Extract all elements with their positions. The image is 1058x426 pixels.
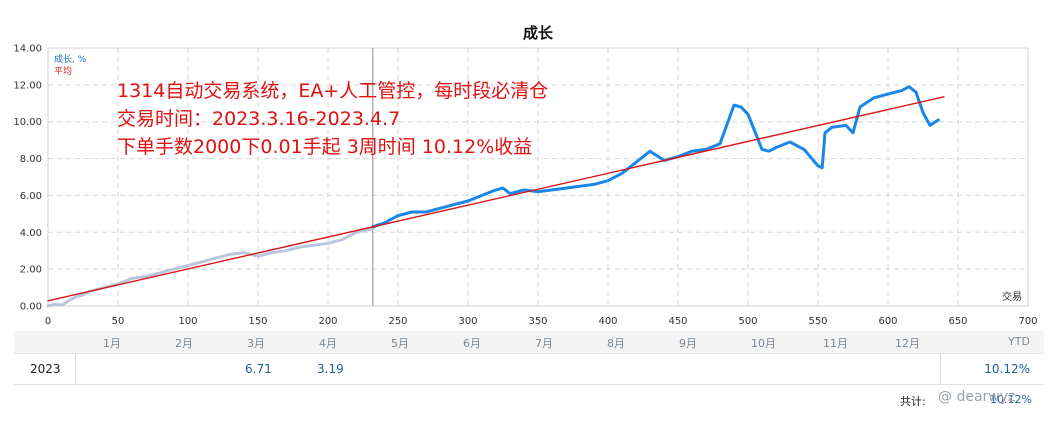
x-tick-label: 300 (458, 316, 477, 327)
month-header: 12月 (895, 337, 920, 350)
column-divider (75, 354, 76, 384)
column-divider (940, 354, 941, 384)
month-header: 10月 (751, 337, 776, 350)
month-value: 6.71 (245, 362, 272, 376)
month-header: 1月 (103, 337, 121, 350)
year-row-2023: 6.71 3.19 2023 10.12% (14, 354, 1044, 385)
total-value: 10.12% (990, 393, 1032, 406)
x-tick-label: 150 (248, 316, 267, 327)
x-tick-label: 200 (318, 316, 337, 327)
legend-entry: 平均 (54, 65, 72, 77)
y-tick-label: 8.00 (20, 154, 42, 165)
monthly-summary-table: 1月 2月 3月 4月 5月 6月 7月 8月 9月 10月 11月 12月 YTD 6.71 3.19 2… (0, 331, 1058, 426)
x-tick-label: 0 (45, 316, 51, 327)
ytd-header: YTD (1008, 335, 1030, 348)
x-axis-label: 交易 (1002, 290, 1022, 303)
x-tick-label: 350 (528, 316, 547, 327)
growth-chart: 成长 0.00 2.00 4.00 6.00 8.00 10.00 12.00 14.00 0 50… (13, 24, 1037, 327)
series-line-1 (371, 85, 940, 229)
annotation-text: 1314自动交易系统，EA+人工管控，每时段必清仓 (117, 80, 548, 102)
x-tick-label: 400 (598, 316, 617, 327)
annotation-text: 交易时间：2023.3.16-2023.4.7 (117, 108, 400, 130)
month-header: 4月 (319, 337, 337, 350)
month-header: 9月 (679, 337, 697, 350)
month-header: 6月 (463, 337, 481, 350)
x-tick-label: 450 (668, 316, 687, 327)
month-header: 5月 (391, 337, 409, 350)
y-tick-label: 6.00 (20, 191, 42, 202)
x-tick-label: 250 (388, 316, 407, 327)
y-tick-label: 2.00 (20, 265, 42, 276)
y-tick-label: 4.00 (20, 228, 42, 239)
x-tick-label: 50 (112, 316, 125, 327)
x-tick-label: 100 (178, 316, 197, 327)
y-tick-label: 12.00 (13, 80, 42, 91)
series-line-0 (46, 227, 375, 308)
x-tick-label: 600 (878, 316, 897, 327)
month-header: 11月 (823, 337, 848, 350)
ytd-value: 10.12% (984, 362, 1030, 376)
month-header-row: 1月 2月 3月 4月 5月 6月 7月 8月 9月 10月 11月 12月 YTD (14, 331, 1044, 354)
annotation-text: 下单手数2000下0.01手起 3周时间 10.12%收益 (117, 136, 532, 158)
year-label: 2023 (30, 362, 61, 376)
y-tick-label: 0.00 (20, 302, 42, 313)
legend-entry: 成长, % (54, 53, 87, 65)
month-header: 2月 (175, 337, 193, 350)
total-label: 共计: (900, 395, 926, 408)
month-header: 3月 (247, 337, 265, 350)
y-tick-label: 14.00 (13, 44, 42, 55)
series-line-2 (47, 96, 945, 302)
x-tick-label: 550 (808, 316, 827, 327)
x-tick-label: 500 (738, 316, 757, 327)
x-tick-label: 700 (1018, 316, 1037, 327)
month-header: 8月 (607, 337, 625, 350)
month-header: 7月 (535, 337, 553, 350)
watermark-text: @ dearwyz (938, 389, 1016, 405)
chart-title: 成长 (523, 24, 554, 42)
y-tick-label: 10.00 (13, 117, 42, 128)
total-row: 共计: 10.12% (900, 393, 1032, 409)
month-value: 3.19 (317, 362, 344, 376)
x-tick-label: 650 (948, 316, 967, 327)
